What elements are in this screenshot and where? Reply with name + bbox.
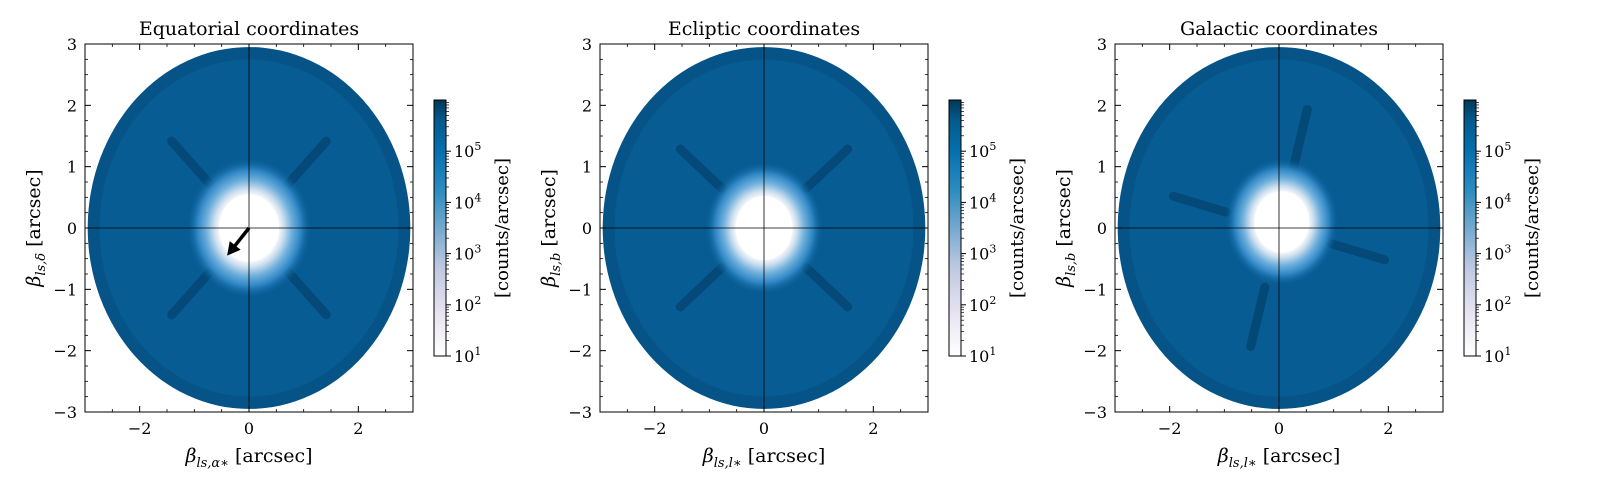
y-tick-label: −1	[1083, 280, 1107, 299]
y-tick-label: −2	[568, 342, 592, 361]
colorbar-tick-label: 104	[454, 191, 481, 212]
colorbar-label: [counts/arcsec]	[1522, 158, 1543, 298]
colorbar-tick-label: 103	[454, 243, 481, 264]
heatmap-plot: −2 0 2 −3 −2 −1 0 1 2 3	[53, 35, 414, 438]
y-tick-label: 2	[582, 96, 592, 115]
colorbar-tick-label: 102	[1484, 294, 1511, 315]
colorbar: 101 102 103 104 105 [counts/arcsec]	[433, 99, 513, 366]
x-axis-label: βls,l∗ [arcsec]	[1217, 445, 1340, 471]
colorbar-tick-label: 105	[1484, 140, 1511, 161]
y-tick-label: −2	[1083, 342, 1107, 361]
diffraction-spike	[1288, 105, 1312, 174]
diffraction-spike	[283, 136, 331, 190]
svg-text:βls,l∗[arcsec]: βls,l∗ [arcsec]	[1217, 445, 1340, 471]
diffraction-spike	[801, 144, 853, 194]
heatmap-plot: −2 0 2 −3 −2 −1 0 1 2 3	[1083, 35, 1444, 438]
y-tick-label: −1	[568, 280, 592, 299]
ecliptic-panel: Ecliptic coordinates −2 0 2 −3 −2 −1 0 1 2 3 βls,…	[538, 18, 1028, 471]
colorbar-tick-label: 105	[454, 140, 481, 161]
y-axis-label: βls,b[arcsec]	[538, 169, 564, 288]
colorbar-tick-label: 101	[969, 345, 996, 366]
diffraction-spike	[675, 144, 727, 194]
x-tick-label: −2	[643, 419, 667, 438]
x-tick-label: 2	[868, 419, 878, 438]
colorbar-tick-label: 103	[969, 243, 996, 264]
y-tick-label: 1	[1097, 158, 1107, 177]
y-tick-label: 3	[1097, 35, 1107, 54]
arrow-shaft	[232, 226, 251, 249]
x-tick-label: 0	[1274, 419, 1284, 438]
colorbar-label: [counts/arcsec]	[492, 158, 513, 298]
y-tick-label: 0	[67, 219, 77, 238]
x-tick-label: −2	[1158, 419, 1182, 438]
y-tick-label: 2	[1097, 96, 1107, 115]
x-axis-label: βls,α∗ [arcsec]	[184, 445, 312, 471]
heatmap-plot: −2 0 2 −3 −2 −1 0 1 2 3	[568, 35, 929, 438]
y-tick-label: 1	[582, 158, 592, 177]
x-tick-label: −2	[128, 419, 152, 438]
diffraction-spike	[167, 266, 215, 320]
colorbar: 101 102 103 104 105 [counts/arcsec]	[948, 99, 1028, 366]
colorbar-bar	[1463, 99, 1477, 357]
y-tick-label: −3	[568, 403, 592, 422]
colorbar-tick-label: 104	[969, 191, 996, 212]
colorbar-tick-label: 101	[454, 345, 481, 366]
y-tick-label: 3	[582, 35, 592, 54]
saturated-core	[1254, 191, 1310, 253]
diffraction-spike	[675, 262, 727, 312]
colorbar-bar	[948, 99, 962, 357]
diffraction-spike	[1327, 239, 1390, 265]
svg-text:βls,b[arcsec]: βls,b[arcsec]	[1053, 169, 1079, 288]
colorbar-tick-label: 104	[1484, 191, 1511, 212]
colorbar-tick-label: 101	[1484, 345, 1511, 366]
svg-text:βls,α∗[arcsec]: βls,α∗ [arcsec]	[184, 445, 312, 471]
colorbar-tick-label: 105	[969, 140, 996, 161]
y-axis-label: βls,δ[arcsec]	[23, 169, 49, 287]
y-tick-label: −3	[53, 403, 77, 422]
svg-text:βls,δ[arcsec]: βls,δ[arcsec]	[23, 169, 49, 287]
svg-text:βls,b[arcsec]: βls,b[arcsec]	[538, 169, 564, 288]
svg-text:βls,l∗[arcsec]: βls,l∗ [arcsec]	[702, 445, 825, 471]
y-tick-label: 0	[582, 219, 592, 238]
x-tick-label: 0	[244, 419, 254, 438]
colorbar-tick-label: 102	[969, 294, 996, 315]
x-tick-label: 2	[353, 419, 363, 438]
panel-title: Ecliptic coordinates	[668, 18, 860, 40]
diffraction-spike	[283, 266, 331, 320]
diffraction-spike	[167, 136, 215, 190]
x-axis-label: βls,l∗ [arcsec]	[702, 445, 825, 471]
diffraction-spike	[1168, 191, 1231, 217]
panel-title: Galactic coordinates	[1180, 18, 1378, 40]
diffraction-spike	[1246, 282, 1270, 351]
colorbar-tick-label: 102	[454, 294, 481, 315]
y-tick-label: −3	[1083, 403, 1107, 422]
y-tick-label: 0	[1097, 219, 1107, 238]
y-tick-label: 1	[67, 158, 77, 177]
diffraction-spike	[801, 262, 853, 312]
arrow-head	[227, 241, 241, 256]
panel-title: Equatorial coordinates	[139, 18, 359, 40]
y-axis-label: βls,b[arcsec]	[1053, 169, 1079, 288]
y-tick-label: −1	[53, 280, 77, 299]
x-tick-label: 0	[759, 419, 769, 438]
y-tick-label: 2	[67, 96, 77, 115]
equatorial-panel: Equatorial coordinates −2 0 2 −3 −2 −1 0 1 2 3 βl…	[23, 18, 513, 471]
colorbar: 101 102 103 104 105 [counts/arcsec]	[1463, 99, 1543, 366]
y-tick-label: 3	[67, 35, 77, 54]
colorbar-tick-label: 103	[1484, 243, 1511, 264]
y-tick-label: −2	[53, 342, 77, 361]
colorbar-label: [counts/arcsec]	[1007, 158, 1028, 298]
x-tick-label: 2	[1383, 419, 1393, 438]
colorbar-bar	[433, 99, 447, 357]
galactic-panel: Galactic coordinates −2 0 2 −3 −2 −1 0 1 2 3 βls,…	[1053, 18, 1543, 471]
